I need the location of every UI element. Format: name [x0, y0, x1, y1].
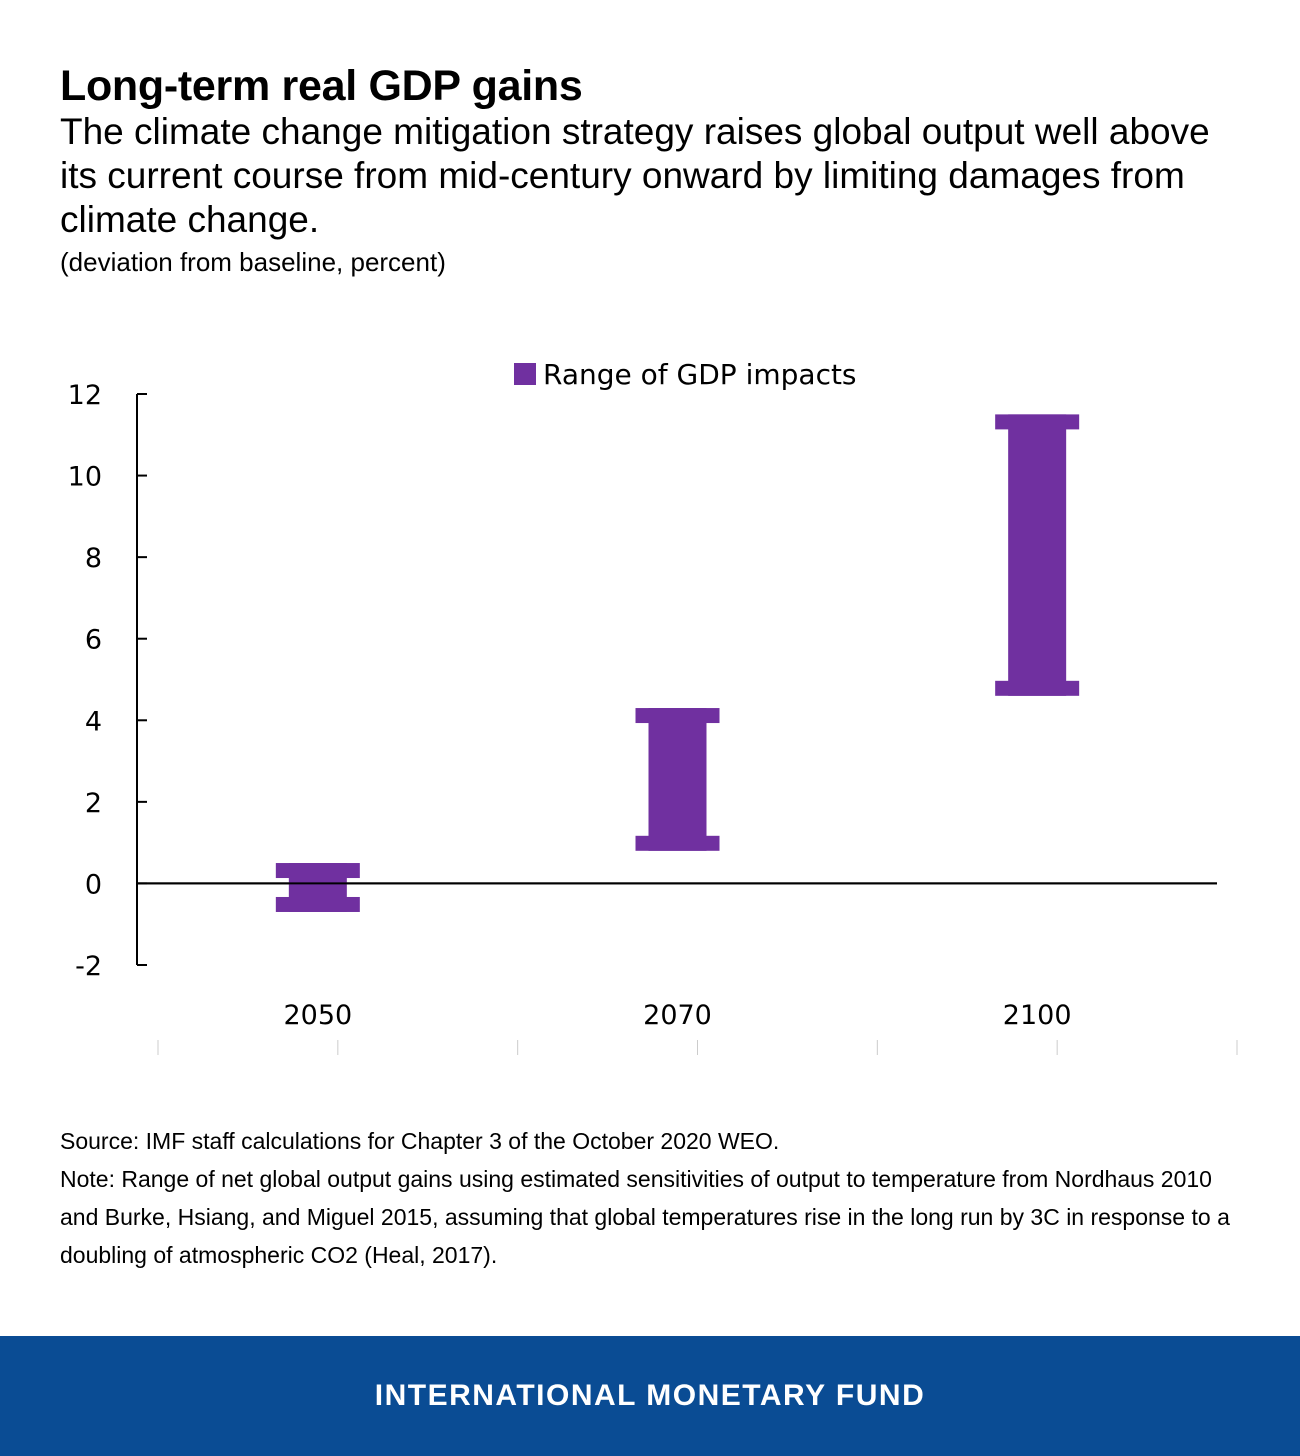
footer-label: INTERNATIONAL MONETARY FUND	[374, 1379, 926, 1412]
y-tick-label: 8	[85, 543, 102, 574]
legend-label: Range of GDP impacts	[543, 358, 857, 391]
methodology-note: Note: Range of net global output gains u…	[60, 1166, 1230, 1268]
y-axis: 12 10 8 6 4 2 0 -2	[68, 380, 147, 982]
range-bar-2050	[275, 863, 360, 912]
range-bar-2070	[635, 708, 720, 851]
y-tick-label: 12	[68, 380, 102, 411]
chart-legend: Range of GDP impacts	[514, 358, 857, 391]
y-tick-label: 10	[68, 462, 102, 493]
range-bar-high-cap	[275, 863, 360, 879]
y-tick-label: 4	[85, 706, 102, 737]
y-tick-label: 6	[85, 625, 102, 656]
range-bar-stem	[1008, 414, 1067, 696]
range-bar-low-cap	[275, 896, 360, 912]
y-tick-label: 2	[85, 788, 102, 819]
x-category-label: 2070	[643, 1000, 712, 1031]
x-category-label: 2050	[283, 1000, 352, 1031]
chart-subtitle: The climate change mitigation strategy r…	[60, 111, 1210, 240]
x-category-label: 2100	[1003, 1000, 1072, 1031]
range-bar-high-cap	[995, 414, 1080, 430]
source-note: Source: IMF staff calculations for Chapt…	[60, 1128, 780, 1154]
legend-swatch	[514, 363, 536, 385]
range-bar-2100	[995, 414, 1080, 696]
range-bar-low-cap	[635, 835, 720, 851]
y-tick-label: 0	[85, 869, 102, 900]
footer-banner: INTERNATIONAL MONETARY FUND	[0, 1336, 1300, 1456]
chart-unit-label: (deviation from baseline, percent)	[60, 247, 446, 277]
chart-notes: Source: IMF staff calculations for Chapt…	[60, 1122, 1250, 1274]
range-bars	[137, 414, 1217, 912]
range-bar-stem	[648, 708, 707, 851]
range-bar-low-cap	[995, 680, 1080, 696]
gdp-range-chart: Range of GDP impacts 12 10 8 6 4 2 0 -2 2050 207…	[68, 358, 1238, 1055]
range-bar-high-cap	[635, 708, 720, 724]
chart-title: Long-term real GDP gains	[60, 62, 583, 110]
y-tick-label: -2	[75, 951, 102, 982]
